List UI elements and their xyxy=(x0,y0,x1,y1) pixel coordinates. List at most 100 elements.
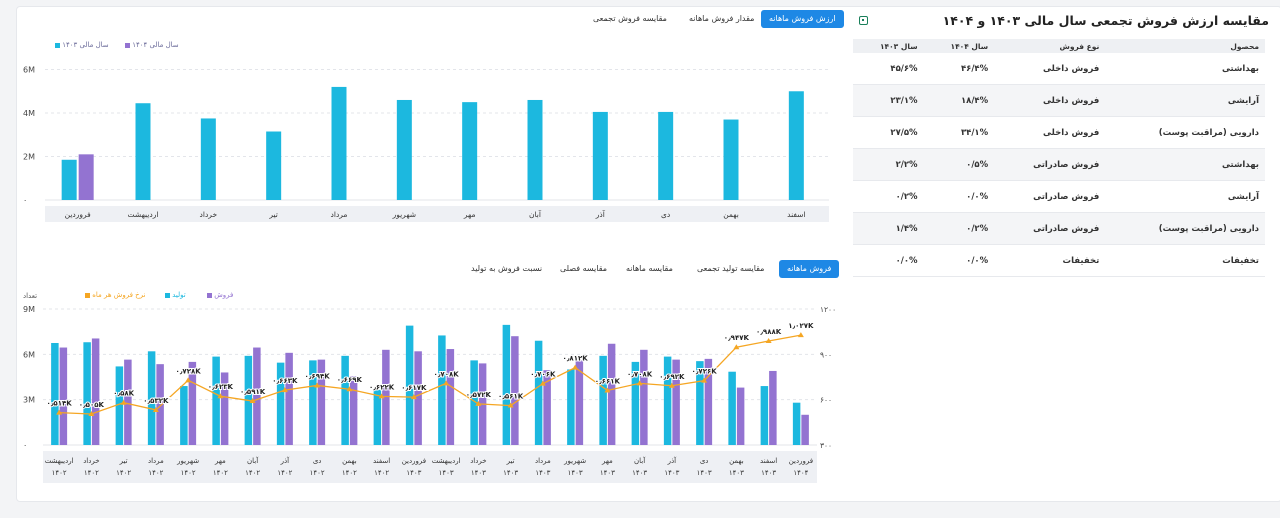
sales-rate-point xyxy=(249,398,256,404)
bar-production xyxy=(631,361,640,445)
tab-monthly-sales-quantity[interactable]: مقدار فروش ماهانه xyxy=(689,14,755,23)
x-tick-label-month: مهر xyxy=(214,457,226,465)
legend-sales[interactable]: فروش xyxy=(205,291,233,299)
cell-sale-type: فروش صادراتی xyxy=(994,148,1106,181)
bar-production xyxy=(212,356,220,445)
legend-1403[interactable]: سال مالی ۱۴۰۳ xyxy=(53,41,109,49)
y-left-axis-label: تعداد xyxy=(23,292,38,300)
monthly-sales-value-chart: ۰ 2M 4M 6M فروردین اردیبهشت خرداد تیر مرداد شهریو… xyxy=(23,66,829,222)
y-right-tick-label: ۱۲۰۰ xyxy=(820,305,836,314)
y-left-tick-label: 9M xyxy=(23,305,35,314)
sales-rate-point xyxy=(539,380,546,386)
legend-sales-rate[interactable]: نرخ فروش هر ماه xyxy=(83,291,145,299)
tab-monthly-comparison[interactable]: مقایسه ماهانه xyxy=(626,264,673,273)
x-tick-label-year: ۱۴۰۲ xyxy=(181,469,196,477)
bar-production xyxy=(502,324,511,445)
cell-product: دارویی (مراقبت پوست) xyxy=(1105,116,1265,149)
cell-1404: ۴۶/۴% xyxy=(923,53,995,85)
x-tick-label-month: اردیبهشت xyxy=(432,457,461,465)
x-tick-label-year: ۱۴۰۳ xyxy=(568,469,583,477)
cell-product: آرایشی xyxy=(1105,84,1265,117)
y-right-tick-label: ۹۰۰ xyxy=(820,350,832,359)
x-tick-label-year: ۱۴۰۲ xyxy=(245,469,260,477)
bar-sales xyxy=(253,347,261,445)
sales-rate-point xyxy=(152,406,159,412)
bar-production xyxy=(147,351,156,445)
x-tick-label: اسفند xyxy=(787,210,805,219)
x-tick-label-year: ۱۴۰۲ xyxy=(310,469,325,477)
tab-sales-to-production[interactable]: نسبت فروش به تولید xyxy=(471,264,543,273)
sales-rate-point xyxy=(475,400,482,406)
sales-rate-point xyxy=(88,411,95,417)
tab-cumulative-sales-comparison[interactable]: مقایسه فروش تجمعی xyxy=(593,14,667,23)
y-right-tick-label: ۶۰۰ xyxy=(820,396,832,405)
bar-1403 xyxy=(61,159,77,200)
tab-cumulative-production[interactable]: مقایسه تولید تجمعی xyxy=(697,264,765,273)
sales-rate-data-label: ۰٫۵۷۲K xyxy=(466,391,492,399)
sales-rate-data-label: ۰٫۷۰۸K xyxy=(627,370,653,378)
x-tick-label: آبان xyxy=(529,209,542,219)
x-tick-label-year: ۱۴۰۲ xyxy=(277,469,292,477)
x-tick-label-month: آبان xyxy=(634,456,646,465)
cell-product: تخفیفات xyxy=(1105,244,1265,277)
x-tick-label: دی xyxy=(661,210,670,219)
tab-seasonal-comparison[interactable]: مقایسه فصلی xyxy=(560,264,608,273)
x-tick-label-year: ۱۴۰۲ xyxy=(52,469,67,477)
sales-rate-point xyxy=(701,377,708,383)
x-tick-label-year: ۱۴۰۲ xyxy=(374,469,389,477)
column-header-sale-type: نوع فروش xyxy=(994,39,1106,53)
sales-rate-point xyxy=(346,386,353,392)
bar-production xyxy=(438,335,446,445)
sales-rate-data-label: ۰٫۵۸K xyxy=(113,390,134,398)
bar-sales xyxy=(543,370,551,445)
sales-rate-data-label: ۰٫۶۶۳K xyxy=(272,377,298,385)
y-tick-label: ۰ xyxy=(23,196,27,205)
x-tick-label-year: ۱۴۰۲ xyxy=(342,469,357,477)
bar-production xyxy=(696,361,704,445)
x-tick-label-year: ۱۴۰۳ xyxy=(471,469,486,477)
legend-label-production: تولید xyxy=(172,291,186,299)
bar-sales xyxy=(446,349,455,445)
x-tick-label-year: ۱۴۰۲ xyxy=(148,469,163,477)
legend-1404[interactable]: سال مالی ۱۴۰۴ xyxy=(123,41,179,49)
sales-rate-data-label: ۰٫۶۶۹K xyxy=(337,376,363,384)
x-tick-label-month: اسفند xyxy=(760,457,777,465)
bar-1403 xyxy=(396,99,412,200)
cell-1403: ۲۳/۱% xyxy=(853,84,924,117)
sales-rate-data-label: ۰٫۶۹۲K xyxy=(659,373,685,381)
cell-1404: ۰/۵% xyxy=(923,148,995,181)
bar-1403 xyxy=(658,111,674,200)
export-excel-icon[interactable] xyxy=(859,16,868,25)
y-left-tick-label: 3M xyxy=(23,396,35,405)
x-tick-label-month: اردیبهشت xyxy=(45,457,74,465)
tab-monthly-sales-value[interactable]: ارزش فروش ماهانه xyxy=(761,10,844,28)
sales-rate-data-label: ۰٫۵۰۵K xyxy=(79,401,105,409)
bar-production xyxy=(341,355,349,445)
legend-swatch-1403 xyxy=(55,42,60,48)
y-tick-label: 2M xyxy=(23,153,35,162)
y-right-tick-label: ۳۰۰ xyxy=(820,441,832,450)
table-row: بهداشتی فروش صادراتی ۰/۵% ۲/۲% xyxy=(853,148,1265,181)
x-tick-label-month: مرداد xyxy=(535,457,551,465)
bar-1403 xyxy=(527,99,543,200)
bar-sales xyxy=(640,349,648,445)
x-tick-label-month: بهمن xyxy=(729,457,744,465)
legend-production[interactable]: تولید xyxy=(163,291,186,299)
cell-product: بهداشتی xyxy=(1105,148,1265,181)
cumulative-sales-table: محصول نوع فروش سال ۱۴۰۴ سال ۱۴۰۳ بهداشتی… xyxy=(853,39,1265,277)
sales-rate-data-label: ۰٫۹۸۸K xyxy=(756,328,782,336)
x-tick-label-month: مرداد xyxy=(148,457,164,465)
x-tick-label-year: ۱۴۰۲ xyxy=(213,469,228,477)
cell-sale-type: فروش صادراتی xyxy=(994,180,1106,213)
sales-rate-point xyxy=(281,387,288,393)
sales-rate-point xyxy=(443,380,450,386)
x-tick-label-month: شهریور xyxy=(176,457,199,465)
bar-production xyxy=(83,342,91,445)
y-tick-label: 4M xyxy=(23,109,35,118)
cell-sale-type: فروش داخلی xyxy=(994,53,1106,85)
sales-rate-data-label: ۰٫۸۱۲K xyxy=(563,355,589,363)
bar-production xyxy=(470,360,478,445)
tab-monthly-sales[interactable]: فروش ماهانه xyxy=(779,260,840,278)
sales-rate-data-label: ۰٫۷۲۶K xyxy=(692,368,718,376)
x-tick-label-month: خرداد xyxy=(83,457,99,465)
